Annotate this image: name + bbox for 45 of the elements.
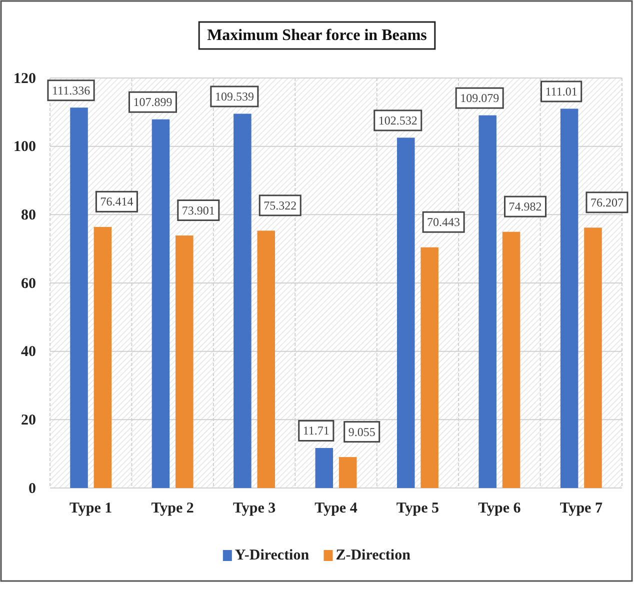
- x-tick-label: Type 4: [314, 500, 358, 517]
- y-tick-label: 20: [21, 412, 36, 428]
- data-label: 74.982: [508, 200, 542, 214]
- x-tick-label: Type 3: [232, 500, 276, 517]
- bar: [560, 108, 578, 488]
- x-tick-label: Type 1: [70, 500, 112, 517]
- data-label: 76.207: [590, 195, 624, 210]
- x-tick-label: Type 2: [151, 500, 194, 517]
- bar: [478, 115, 496, 488]
- legend-label: Z-Direction: [336, 547, 412, 564]
- x-tick-label: Type 5: [396, 500, 440, 517]
- y-tick-label: 100: [14, 139, 36, 156]
- data-label: 111.01: [545, 84, 578, 98]
- data-label: 111.336: [52, 83, 90, 98]
- bar: [70, 108, 88, 488]
- bar: [257, 230, 276, 488]
- y-tick-label: 40: [21, 344, 36, 360]
- x-tick-label: Type 6: [478, 500, 522, 517]
- data-label: 73.901: [182, 203, 215, 218]
- data-label: 102.532: [378, 113, 418, 128]
- y-tick-label: 0: [28, 480, 36, 497]
- data-label: 76.414: [100, 194, 134, 209]
- bar: [94, 226, 112, 488]
- bar: [176, 236, 194, 488]
- data-label: 70.443: [427, 215, 460, 230]
- data-label: 75.322: [264, 198, 297, 212]
- bar: [584, 228, 602, 488]
- bar: [420, 247, 438, 488]
- data-label: 107.899: [133, 95, 172, 110]
- chart-title: Maximum Shear force in Beams: [207, 27, 427, 44]
- data-label: 11.71: [302, 424, 330, 438]
- data-label: 109.079: [460, 91, 500, 106]
- y-tick-label: 80: [21, 207, 36, 224]
- y-tick-label: 60: [21, 276, 36, 292]
- x-tick-label: Type 7: [560, 500, 603, 517]
- legend-label: Y-Direction: [234, 547, 310, 564]
- bar: [502, 232, 520, 488]
- bar: [315, 448, 334, 488]
- bar: [396, 138, 415, 488]
- data-label: 109.539: [214, 89, 254, 104]
- data-label: 9.055: [348, 424, 376, 439]
- y-tick-label: 120: [14, 70, 36, 87]
- bar: [152, 119, 170, 488]
- bar: [338, 457, 357, 488]
- bar: [234, 114, 252, 488]
